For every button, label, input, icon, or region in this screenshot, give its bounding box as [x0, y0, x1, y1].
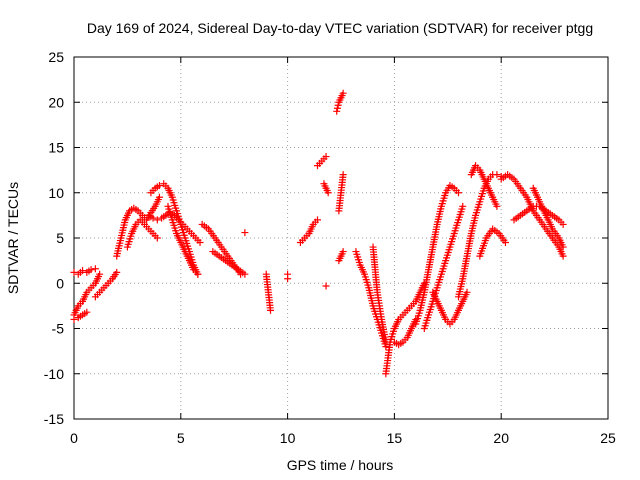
- data-point: [322, 153, 330, 161]
- series-arc-p: [314, 153, 330, 170]
- data-point: [70, 268, 78, 276]
- series-arc-i: [164, 202, 202, 278]
- data-point: [322, 282, 330, 290]
- series-arc-e: [113, 193, 163, 260]
- data-point: [194, 270, 202, 278]
- y-tick-label: 25: [48, 49, 64, 65]
- x-tick-label: 25: [600, 430, 616, 446]
- data-point: [493, 202, 501, 210]
- series-arc-f: [147, 180, 202, 278]
- y-tick-label: -5: [52, 321, 65, 337]
- data-point: [79, 267, 87, 275]
- y-tick-label: 0: [56, 275, 64, 291]
- data-point: [83, 308, 91, 316]
- grid-lines: [74, 57, 608, 419]
- series-arc-n: [284, 270, 292, 283]
- data-point: [559, 243, 567, 251]
- series-arc-g: [123, 216, 161, 251]
- data-point: [155, 182, 163, 190]
- data-point: [454, 189, 462, 197]
- data-marks: [70, 89, 567, 378]
- data-point: [153, 234, 161, 242]
- series-arc-d: [91, 268, 121, 301]
- data-point: [334, 101, 342, 109]
- data-point: [339, 171, 347, 179]
- series-arc-ad: [467, 162, 501, 210]
- data-point: [196, 239, 204, 247]
- data-point: [87, 266, 95, 274]
- data-point: [324, 189, 332, 197]
- data-point: [241, 229, 249, 237]
- data-point: [91, 265, 99, 273]
- series-arc-u: [322, 282, 330, 290]
- data-point: [501, 239, 509, 247]
- data-point: [314, 216, 322, 224]
- y-tick-label: 20: [48, 94, 64, 110]
- data-point: [267, 306, 275, 314]
- data-point: [333, 107, 341, 115]
- x-tick-label: 15: [387, 430, 403, 446]
- x-tick-label: 20: [493, 430, 509, 446]
- y-tick-label: 5: [56, 230, 64, 246]
- series-arc-c: [70, 308, 91, 323]
- data-point: [463, 288, 471, 296]
- data-point: [155, 193, 163, 201]
- y-tick-label: 10: [48, 185, 64, 201]
- axis-ticks: 0 5 10 15 20 25 -15 -10 -5 0 5 10 15 20 25: [44, 49, 616, 446]
- series-arc-m: [262, 270, 275, 314]
- data-point: [284, 270, 292, 278]
- data-point: [241, 270, 249, 278]
- data-point: [153, 216, 161, 224]
- series-arc-ab: [429, 288, 471, 328]
- data-point: [493, 171, 501, 179]
- series-arc-ae: [476, 225, 509, 260]
- y-tick-label: 15: [48, 140, 64, 156]
- data-point: [113, 268, 121, 276]
- series-arc-s: [335, 171, 347, 215]
- series-arc-o: [296, 216, 322, 247]
- x-tick-label: 10: [280, 430, 296, 446]
- data-point: [333, 104, 341, 112]
- series-arc-b: [70, 265, 99, 278]
- data-point: [149, 214, 157, 222]
- series-arc-q: [320, 180, 332, 197]
- data-point: [339, 248, 347, 256]
- series-arc-t: [335, 248, 347, 265]
- y-tick-label: -10: [44, 366, 64, 382]
- data-point: [559, 252, 567, 260]
- data-point: [96, 270, 104, 278]
- series-arc-ah: [529, 184, 567, 251]
- series-arc-l: [241, 229, 249, 237]
- data-point: [559, 220, 567, 228]
- y-tick-label: -15: [44, 411, 64, 427]
- x-tick-label: 0: [70, 430, 78, 446]
- series-arc-r: [333, 89, 347, 115]
- y-axis-label: SDTVAR / TECUs: [5, 182, 21, 294]
- x-tick-label: 5: [177, 430, 185, 446]
- data-point: [339, 89, 347, 97]
- series-arc-z: [412, 182, 462, 328]
- x-axis-label: GPS time / hours: [287, 457, 394, 473]
- chart-title: Day 169 of 2024, Sidereal Day-to-day VTE…: [87, 20, 593, 36]
- data-point: [70, 315, 78, 323]
- data-point: [459, 202, 467, 210]
- series-arc-k: [209, 248, 249, 278]
